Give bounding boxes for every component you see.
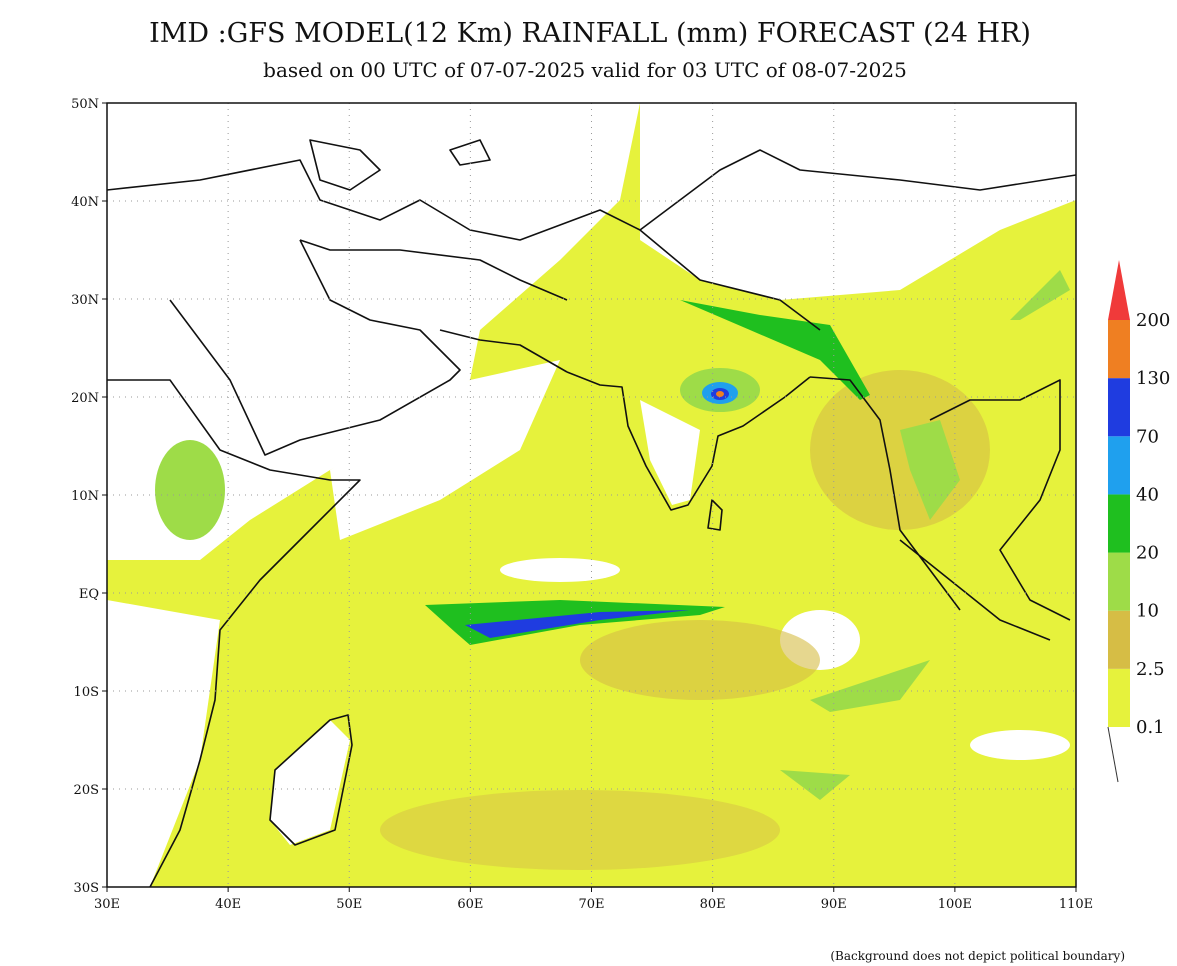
dry-region bbox=[107, 103, 640, 560]
colorbar-segment bbox=[1108, 494, 1130, 553]
coastline bbox=[309, 139, 491, 191]
lat-label: 30S bbox=[74, 881, 99, 896]
dry-region bbox=[330, 360, 560, 540]
lat-label: 20S bbox=[74, 783, 99, 798]
title: IMD :GFS MODEL(12 Km) RAINFALL (mm) FORE… bbox=[149, 18, 1031, 49]
colorbar-label: 70 bbox=[1136, 426, 1159, 447]
subtitle: based on 00 UTC of 07-07-2025 valid for … bbox=[263, 58, 907, 82]
lat-label: 50N bbox=[71, 97, 99, 112]
coastline bbox=[169, 239, 461, 456]
lon-label: 70E bbox=[578, 897, 604, 912]
colorbar-label: 40 bbox=[1136, 484, 1159, 505]
colorbar-label: 200 bbox=[1136, 310, 1170, 331]
colorbar-segment bbox=[1108, 320, 1130, 379]
colorbar-label: 2.5 bbox=[1136, 659, 1165, 680]
footnote: (Background does not depict political bo… bbox=[830, 949, 1125, 963]
lon-label: 40E bbox=[215, 897, 241, 912]
lon-label: 60E bbox=[457, 897, 483, 912]
dry-region bbox=[107, 600, 220, 887]
lat-label: 20N bbox=[71, 391, 99, 406]
colorbar-segment bbox=[1108, 668, 1130, 727]
dry-region bbox=[640, 400, 700, 505]
map-frame bbox=[106, 102, 1077, 888]
rain-patch bbox=[900, 420, 960, 520]
coastline bbox=[566, 371, 811, 511]
dry-region bbox=[970, 730, 1070, 760]
lon-label: 80E bbox=[700, 897, 726, 912]
dry-region bbox=[270, 720, 350, 845]
rain-patch bbox=[680, 300, 870, 400]
colorbar-tail bbox=[1107, 726, 1119, 783]
lat-label: 40N bbox=[71, 195, 99, 210]
colorbar-label: 10 bbox=[1136, 601, 1159, 622]
rain-patch bbox=[716, 391, 724, 397]
lon-label: 90E bbox=[821, 897, 847, 912]
colorbar-label: 0.1 bbox=[1136, 717, 1165, 738]
colorbar-segment bbox=[1108, 552, 1130, 611]
rain-patch bbox=[380, 790, 780, 870]
coastline bbox=[439, 329, 568, 373]
lon-label: 30E bbox=[94, 897, 120, 912]
colorbar-segment bbox=[1108, 610, 1130, 669]
map-area bbox=[107, 103, 1076, 887]
lon-label: 50E bbox=[336, 897, 362, 912]
dry-region bbox=[500, 558, 620, 582]
coastline bbox=[809, 376, 1071, 641]
coastline bbox=[707, 499, 723, 531]
rain-patch bbox=[1010, 270, 1070, 320]
rain-patch bbox=[810, 370, 990, 530]
rain-patch bbox=[155, 440, 225, 540]
coastline bbox=[269, 714, 353, 846]
rain-patch bbox=[810, 660, 930, 712]
colorbar-label: 20 bbox=[1136, 543, 1159, 564]
colorbar-arrow bbox=[1108, 260, 1130, 320]
rain-patch bbox=[780, 770, 850, 800]
colorbar-segment bbox=[1108, 378, 1130, 437]
lat-label: 10N bbox=[71, 489, 99, 504]
lon-label: 110E bbox=[1059, 897, 1093, 912]
colorbar-segment bbox=[1108, 436, 1130, 495]
lat-label: 30N bbox=[71, 293, 99, 308]
colorbar: 0.1 2.5 10 20 40 70 130 200 bbox=[1107, 260, 1170, 783]
colorbar-label: 130 bbox=[1136, 368, 1170, 389]
lon-label: 100E bbox=[938, 897, 972, 912]
coastline bbox=[107, 379, 361, 887]
rain-band bbox=[465, 610, 690, 638]
lat-label: EQ bbox=[79, 587, 99, 602]
lat-label: 10S bbox=[74, 685, 99, 700]
rain-patch bbox=[580, 620, 820, 700]
